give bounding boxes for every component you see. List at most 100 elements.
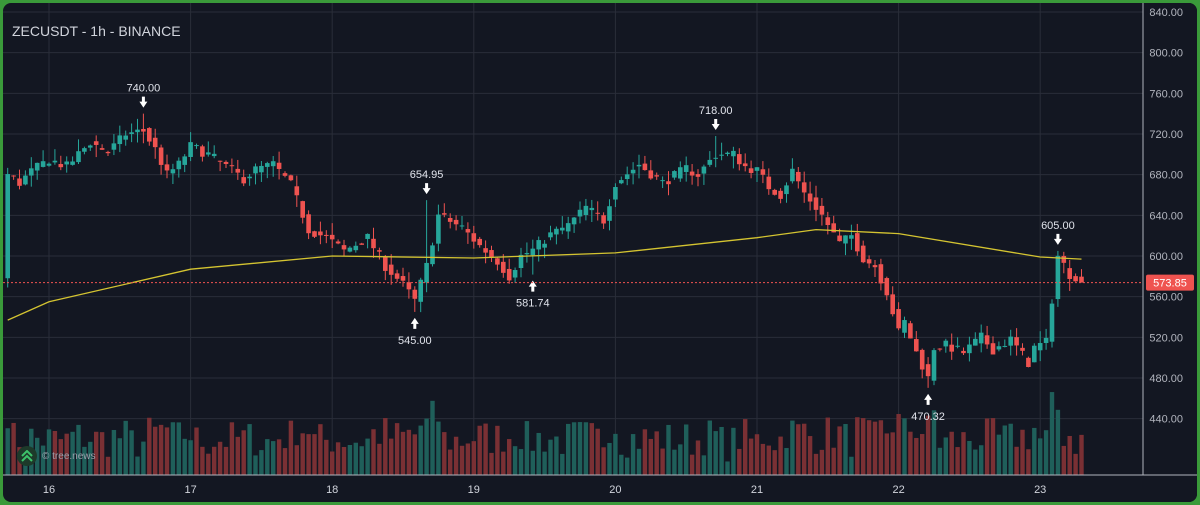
volume-bar xyxy=(247,424,252,475)
volume-bar xyxy=(548,439,553,475)
volume-bar xyxy=(760,443,766,475)
volume-bar xyxy=(902,418,907,475)
candle-body xyxy=(176,160,182,170)
candle-body xyxy=(288,175,294,181)
candle-body xyxy=(200,146,205,157)
x-tick-label: 18 xyxy=(326,484,338,496)
candle-body xyxy=(483,248,488,253)
volume-bar xyxy=(542,451,547,475)
x-tick-label: 21 xyxy=(751,484,763,496)
volume-bar xyxy=(52,430,58,475)
candle-body xyxy=(672,171,677,178)
candle-body xyxy=(607,206,612,221)
candle-body xyxy=(996,346,1002,350)
volume-bar xyxy=(1026,449,1031,475)
candle-body xyxy=(40,161,46,167)
y-tick-label: 640.00 xyxy=(1149,210,1183,222)
volume-bar xyxy=(990,418,996,475)
y-tick-label: 480.00 xyxy=(1149,373,1183,385)
volume-bar xyxy=(389,438,394,475)
candle-body xyxy=(790,168,795,182)
high-arrow-icon xyxy=(1053,233,1062,245)
candle-body xyxy=(666,181,671,185)
candle-body xyxy=(495,258,500,265)
candle-body xyxy=(70,161,75,165)
x-tick-label: 16 xyxy=(43,484,55,496)
candle-body xyxy=(731,150,736,157)
candle-body xyxy=(978,332,984,344)
candle-body xyxy=(754,167,760,171)
volume-bar xyxy=(1014,446,1019,475)
candle-body xyxy=(300,201,305,218)
candle-body xyxy=(825,217,831,226)
volume-bar xyxy=(613,433,618,475)
volume-bar xyxy=(271,441,276,475)
volume-bar xyxy=(212,446,217,475)
candle-body xyxy=(973,338,978,346)
volume-bar xyxy=(849,456,854,475)
candle-body xyxy=(1037,343,1043,351)
volume-bar xyxy=(1067,435,1072,475)
volume-bar xyxy=(731,427,736,475)
volume-bar xyxy=(943,437,948,475)
x-tick-label: 17 xyxy=(184,484,196,496)
candle-body xyxy=(577,209,583,217)
candle-body xyxy=(5,174,10,279)
candle-body xyxy=(530,248,536,256)
candle-body xyxy=(961,350,966,354)
volume-bar xyxy=(105,456,111,475)
volume-bar xyxy=(566,423,571,475)
candle-body xyxy=(807,193,813,202)
volume-bar xyxy=(489,452,494,475)
volume-bar xyxy=(412,434,417,475)
volume-bar xyxy=(436,421,441,475)
volume-bar xyxy=(884,433,889,475)
candle-body xyxy=(878,264,884,284)
volume-bar xyxy=(625,457,630,475)
candle-body xyxy=(270,161,276,167)
volume-bar xyxy=(560,453,565,475)
volume-bar xyxy=(318,424,323,475)
candle-body xyxy=(241,177,246,184)
volume-bar xyxy=(636,448,642,475)
candle-body xyxy=(1032,345,1037,363)
candle-body xyxy=(424,262,429,283)
volume-bar xyxy=(300,433,305,475)
candle-body xyxy=(135,129,140,133)
chart-frame: 740.00 545.00 654.95 581.74 718.00 470.32 605.… xyxy=(3,3,1197,502)
candle-body xyxy=(453,219,459,225)
candle-body xyxy=(707,159,713,165)
volume-bar xyxy=(111,429,117,475)
candle-body xyxy=(595,212,600,214)
volume-bar xyxy=(164,427,170,475)
price-axis-bg xyxy=(1143,3,1197,502)
candle-body xyxy=(1014,337,1019,346)
candle-body xyxy=(394,273,400,279)
candle-body xyxy=(141,128,146,132)
volume-bar xyxy=(141,441,146,475)
candle-body xyxy=(76,151,81,163)
candle-body xyxy=(642,163,648,171)
volume-bar xyxy=(843,424,848,475)
candle-body xyxy=(1049,303,1055,342)
candle-body xyxy=(855,233,860,252)
candle-body xyxy=(955,345,960,347)
volume-bar xyxy=(406,429,412,475)
candle-body xyxy=(64,161,69,165)
volume-bar xyxy=(347,444,353,475)
candle-body xyxy=(990,343,996,355)
candle-body xyxy=(843,235,848,244)
candle-body xyxy=(619,180,624,184)
candle-body xyxy=(860,245,866,263)
volume-bar xyxy=(1049,392,1055,475)
volume-bar xyxy=(642,429,648,475)
volume-bar xyxy=(984,418,990,475)
candle-body xyxy=(430,245,435,265)
candle-body xyxy=(294,186,300,196)
x-tick-label: 20 xyxy=(609,484,621,496)
candle-body xyxy=(223,161,229,164)
volume-bar xyxy=(235,436,240,475)
candle-body xyxy=(164,164,170,171)
candle-body xyxy=(512,270,518,278)
candle-body xyxy=(819,205,825,215)
